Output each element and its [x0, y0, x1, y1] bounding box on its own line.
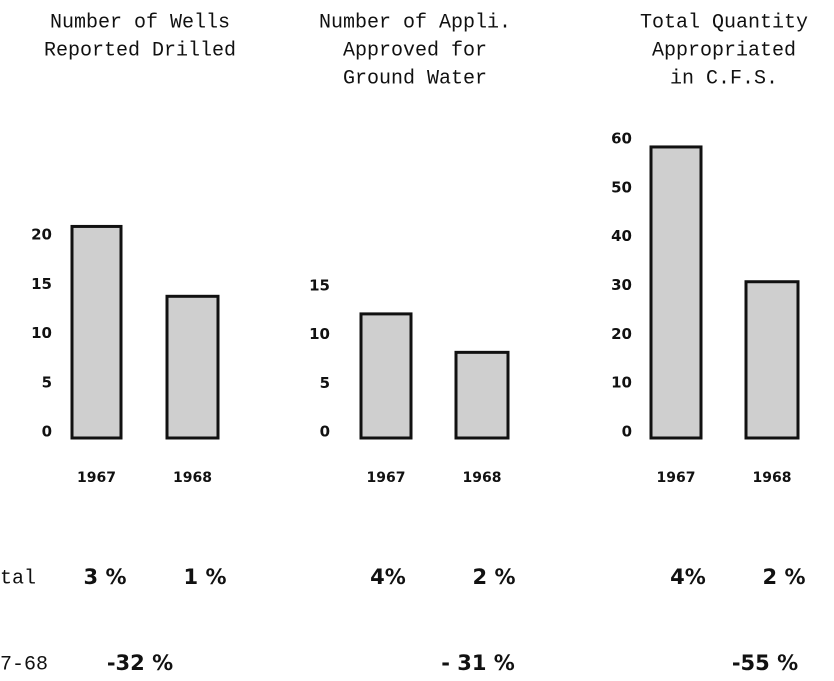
share-label: 4% — [370, 565, 406, 589]
share-label: 4% — [670, 565, 706, 589]
chart-title: Appropriated — [652, 39, 796, 62]
bar — [70, 224, 123, 440]
chart-title: Reported Drilled — [44, 39, 236, 62]
x-tick-label: 1968 — [463, 470, 502, 486]
x-tick-label: 1968 — [173, 470, 212, 486]
y-tick-label: 15 — [31, 275, 52, 293]
share-label: 2 % — [763, 565, 806, 589]
chart-title: Number of Appli. — [319, 11, 511, 34]
row-label: tal — [0, 567, 36, 590]
change-label: -55 % — [732, 651, 798, 675]
share-label: 1 % — [184, 565, 227, 589]
chart-title: Approved for — [343, 39, 487, 62]
x-tick-label: 1968 — [753, 470, 792, 486]
y-tick-label: 10 — [31, 324, 52, 342]
y-tick-label: 5 — [42, 373, 52, 391]
y-tick-label: 30 — [611, 276, 632, 294]
bar — [649, 145, 703, 440]
y-tick-label: 20 — [31, 226, 52, 244]
y-tick-label: 10 — [309, 325, 330, 343]
y-tick-label: 50 — [611, 178, 632, 196]
bar — [744, 280, 800, 440]
change-label: - 31 % — [441, 651, 515, 675]
y-tick-label: 10 — [611, 374, 632, 392]
y-tick-label: 15 — [309, 277, 330, 295]
change-label: -32 % — [107, 651, 173, 675]
y-tick-label: 0 — [622, 423, 632, 441]
y-tick-label: 0 — [42, 423, 52, 441]
chart-title: in C.F.S. — [670, 67, 778, 90]
x-tick-label: 1967 — [77, 470, 116, 486]
row-label: 7-68 — [0, 653, 48, 676]
share-label: 2 % — [473, 565, 516, 589]
bar — [165, 294, 220, 440]
chart-title: Total Quantity — [640, 11, 808, 34]
share-label: 3 % — [84, 565, 127, 589]
x-tick-label: 1967 — [657, 470, 696, 486]
bar — [359, 312, 413, 440]
y-tick-label: 5 — [320, 374, 330, 392]
x-tick-label: 1967 — [367, 470, 406, 486]
chart-title: Ground Water — [343, 67, 487, 90]
y-tick-label: 20 — [611, 325, 632, 343]
y-tick-label: 60 — [611, 130, 632, 148]
chart-title: Number of Wells — [50, 11, 230, 34]
y-tick-label: 40 — [611, 227, 632, 245]
bar — [454, 350, 510, 440]
y-tick-label: 0 — [320, 423, 330, 441]
